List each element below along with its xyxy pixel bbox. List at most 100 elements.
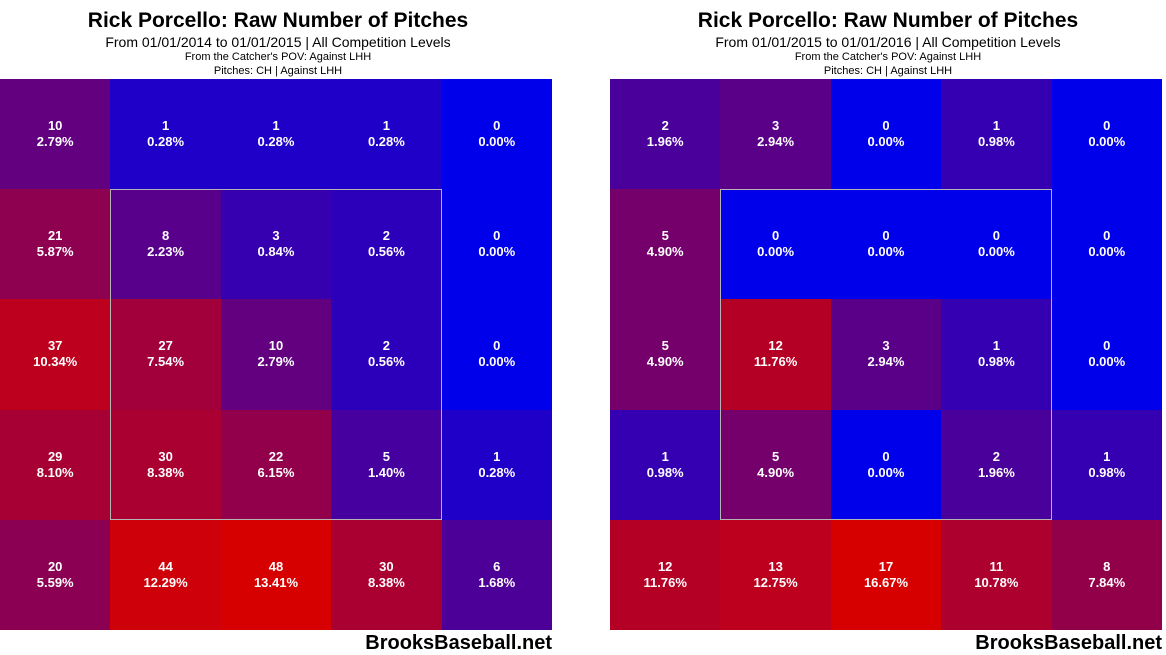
heatmap-cell: 5 4.90% bbox=[720, 409, 831, 520]
cell-percent-label: 4.90% bbox=[646, 354, 684, 370]
cell-count-label: 12 bbox=[768, 338, 783, 354]
cell-count-label: 44 bbox=[158, 558, 173, 574]
cell-count-label: 2 bbox=[382, 338, 390, 354]
heatmap-cell: 5 1.40% bbox=[331, 409, 442, 520]
cell-count-label: 0 bbox=[493, 118, 501, 134]
heatmap-cell: 3 2.94% bbox=[830, 299, 942, 410]
cell-count-label: 5 bbox=[661, 228, 669, 244]
cell-percent-label: 5.59% bbox=[36, 574, 74, 590]
cell-count-label: 1 bbox=[1103, 448, 1111, 464]
cell-percent-label: 10.34% bbox=[33, 354, 78, 370]
heatmap-cell: 0 0.00% bbox=[441, 189, 552, 300]
heatmap-cell: 30 8.38% bbox=[110, 409, 221, 520]
cell-percent-label: 0.28% bbox=[257, 134, 295, 150]
heatmap-cell: 30 8.38% bbox=[331, 519, 442, 630]
heatmap-cell: 1 0.98% bbox=[1051, 409, 1162, 520]
cell-percent-label: 2.79% bbox=[36, 134, 74, 150]
cell-percent-label: 1.68% bbox=[478, 574, 516, 590]
cell-count-label: 37 bbox=[47, 338, 63, 354]
cell-percent-label: 10.78% bbox=[974, 574, 1019, 590]
cell-percent-label: 4.90% bbox=[757, 464, 795, 480]
cell-percent-label: 0.00% bbox=[478, 134, 516, 150]
cell-count-label: 5 bbox=[661, 338, 669, 354]
heatmap-cell: 12 11.76% bbox=[610, 519, 721, 630]
heatmap-cell: 0 0.00% bbox=[441, 79, 552, 190]
heatmap-cell: 1 0.98% bbox=[941, 79, 1052, 190]
chart-subtitle: From 01/01/2014 to 01/01/2015 | All Comp… bbox=[105, 34, 451, 50]
chart-title: Rick Porcello: Raw Number of Pitches bbox=[87, 9, 469, 32]
cell-percent-label: 0.00% bbox=[1088, 354, 1126, 370]
cell-percent-label: 13.41% bbox=[253, 574, 299, 590]
cell-count-label: 3 bbox=[882, 338, 890, 354]
cell-percent-label: 2.94% bbox=[757, 134, 795, 150]
heatmap-grid: 2 1.96% 3 2.94% 0 0.00% 1 0.98% 0 0.00% 5 4.90% 0 0.0… bbox=[610, 79, 1162, 630]
chart-subtitle: From 01/01/2015 to 01/01/2016 | All Comp… bbox=[715, 34, 1061, 50]
cell-count-label: 1 bbox=[272, 118, 280, 134]
heatmap-cell: 1 0.98% bbox=[610, 409, 721, 520]
heatmap-cell: 0 0.00% bbox=[941, 189, 1052, 300]
cell-percent-label: 0.56% bbox=[367, 354, 405, 370]
cell-percent-label: 0.84% bbox=[257, 244, 295, 260]
heatmap-cell: 12 11.76% bbox=[720, 299, 831, 410]
cell-percent-label: 0.00% bbox=[757, 244, 795, 260]
cell-percent-label: 0.56% bbox=[367, 244, 405, 260]
heatmap-cell: 17 16.67% bbox=[830, 519, 942, 630]
cell-count-label: 8 bbox=[1103, 558, 1111, 574]
cell-percent-label: 6.15% bbox=[257, 464, 295, 480]
cell-count-label: 21 bbox=[47, 228, 63, 244]
cell-count-label: 1 bbox=[992, 338, 1000, 354]
heatmap-panel-2015: Rick Porcello: Raw Number of Pitches Fro… bbox=[610, 0, 1166, 654]
heatmap-cell: 29 8.10% bbox=[0, 409, 111, 520]
heatmap-cell: 3 2.94% bbox=[720, 79, 831, 190]
cell-count-label: 5 bbox=[771, 448, 780, 464]
cell-percent-label: 2.79% bbox=[257, 354, 295, 370]
cell-count-label: 2 bbox=[992, 448, 1000, 464]
heatmap-cell: 0 0.00% bbox=[720, 189, 831, 300]
heatmap-cell: 10 2.79% bbox=[0, 79, 111, 190]
cell-percent-label: 12.75% bbox=[753, 574, 798, 590]
cell-percent-label: 7.84% bbox=[1088, 574, 1126, 590]
cell-percent-label: 0.00% bbox=[867, 464, 905, 480]
cell-percent-label: 0.00% bbox=[478, 354, 516, 370]
heatmap-cell: 8 2.23% bbox=[110, 189, 221, 300]
cell-count-label: 20 bbox=[47, 558, 63, 574]
heatmap-cell: 13 12.75% bbox=[720, 519, 831, 630]
cell-count-label: 17 bbox=[878, 558, 894, 574]
cell-count-label: 13 bbox=[768, 558, 783, 574]
heatmap-cell: 1 0.98% bbox=[941, 299, 1052, 410]
heatmap-cell: 1 0.28% bbox=[441, 409, 552, 520]
cell-count-label: 0 bbox=[1103, 338, 1111, 354]
cell-percent-label: 0.28% bbox=[478, 464, 516, 480]
cell-count-label: 29 bbox=[47, 448, 63, 464]
heatmap-cell: 0 0.00% bbox=[830, 79, 942, 190]
cell-percent-label: 0.28% bbox=[367, 134, 405, 150]
cell-count-label: 0 bbox=[1103, 118, 1111, 134]
heatmap-cell: 1 0.28% bbox=[331, 79, 442, 190]
cell-count-label: 6 bbox=[493, 558, 501, 574]
heatmap-cell: 0 0.00% bbox=[1051, 299, 1162, 410]
cell-percent-label: 1.96% bbox=[977, 464, 1015, 480]
cell-count-label: 22 bbox=[268, 448, 284, 464]
cell-count-label: 2 bbox=[661, 118, 669, 134]
heatmap-cell: 6 1.68% bbox=[441, 519, 552, 630]
chart-pitches-line: Pitches: CH | Against LHH bbox=[823, 65, 953, 77]
cell-percent-label: 16.67% bbox=[863, 574, 909, 590]
heatmap-cell: 44 12.29% bbox=[110, 519, 221, 630]
cell-percent-label: 0.00% bbox=[867, 134, 905, 150]
heatmap-cell: 5 4.90% bbox=[610, 189, 721, 300]
brooksbaseball-credit: BrooksBaseball.net bbox=[975, 632, 1162, 654]
cell-percent-label: 8.38% bbox=[147, 464, 185, 480]
cell-percent-label: 0.98% bbox=[646, 464, 684, 480]
cell-percent-label: 2.94% bbox=[867, 354, 905, 370]
cell-count-label: 0 bbox=[882, 118, 890, 134]
cell-count-label: 3 bbox=[771, 118, 780, 134]
cell-count-label: 0 bbox=[882, 228, 890, 244]
cell-percent-label: 2.23% bbox=[147, 244, 185, 260]
cell-count-label: 1 bbox=[382, 118, 390, 134]
cell-count-label: 1 bbox=[992, 118, 1000, 134]
heatmap-cell: 0 0.00% bbox=[830, 409, 942, 520]
heatmap-cell: 1 0.28% bbox=[110, 79, 221, 190]
heatmap-cell: 0 0.00% bbox=[441, 299, 552, 410]
cell-count-label: 1 bbox=[161, 118, 170, 134]
heatmap-cell: 0 0.00% bbox=[1051, 189, 1162, 300]
